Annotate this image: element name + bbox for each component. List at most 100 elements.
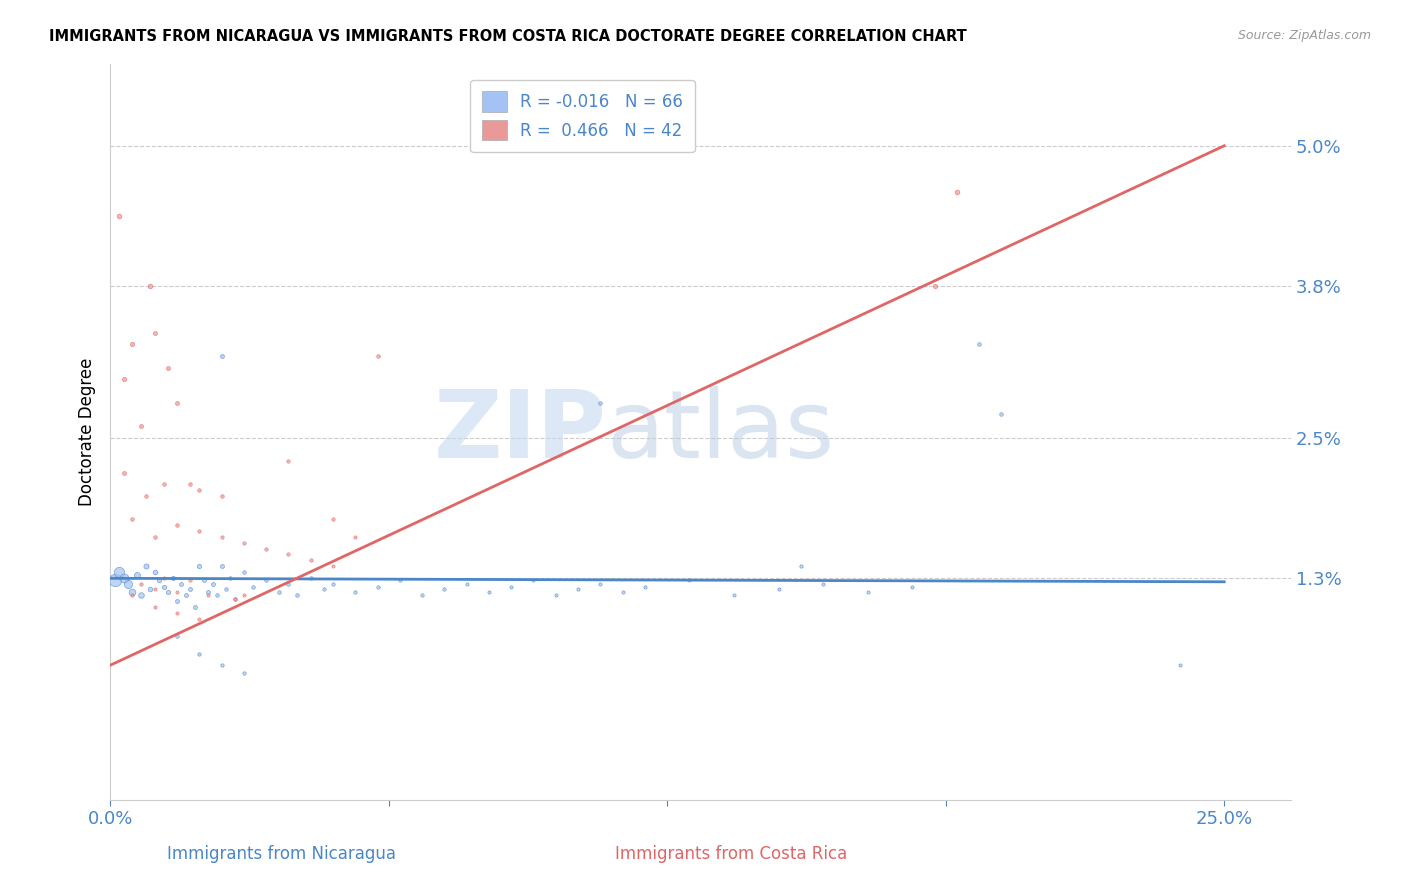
Point xyxy=(219,571,242,585)
Point xyxy=(125,568,148,582)
Point xyxy=(112,571,135,585)
Point xyxy=(589,576,612,591)
Point xyxy=(139,582,162,597)
Point xyxy=(157,360,180,375)
Point xyxy=(104,573,127,587)
Point xyxy=(990,407,1012,421)
Point xyxy=(367,349,389,363)
Point xyxy=(193,573,215,587)
Point xyxy=(768,582,790,597)
Point xyxy=(312,582,335,597)
Point xyxy=(121,512,143,526)
Point xyxy=(232,666,254,681)
Point xyxy=(322,512,344,526)
Point xyxy=(322,576,344,591)
Point xyxy=(117,576,139,591)
Point xyxy=(157,584,180,599)
Point xyxy=(108,565,131,579)
Point xyxy=(166,518,188,533)
Point xyxy=(456,576,478,591)
Point xyxy=(567,582,589,597)
Point xyxy=(143,565,166,579)
Point xyxy=(967,337,990,351)
Point xyxy=(299,553,322,567)
Point xyxy=(152,477,174,491)
Point xyxy=(790,559,813,574)
Text: Immigrants from Costa Rica: Immigrants from Costa Rica xyxy=(614,846,848,863)
Point xyxy=(232,588,254,602)
Point xyxy=(211,658,233,673)
Point xyxy=(112,372,135,386)
Point xyxy=(544,588,567,602)
Text: Immigrants from Nicaragua: Immigrants from Nicaragua xyxy=(167,846,395,863)
Text: atlas: atlas xyxy=(606,386,834,478)
Y-axis label: Doctorate Degree: Doctorate Degree xyxy=(79,358,96,506)
Point xyxy=(211,530,233,544)
Point xyxy=(269,584,291,599)
Point xyxy=(285,588,308,602)
Point xyxy=(166,606,188,620)
Point xyxy=(135,559,157,574)
Point xyxy=(188,647,211,661)
Point xyxy=(478,584,501,599)
Point xyxy=(411,588,433,602)
Point xyxy=(121,588,143,602)
Point xyxy=(277,547,299,561)
Point xyxy=(215,582,238,597)
Point xyxy=(170,576,193,591)
Point xyxy=(112,466,135,480)
Point xyxy=(166,584,188,599)
Point xyxy=(501,580,523,594)
Point xyxy=(174,588,197,602)
Point xyxy=(188,524,211,538)
Point xyxy=(131,588,153,602)
Point xyxy=(224,591,246,606)
Point xyxy=(322,559,344,574)
Point xyxy=(179,477,201,491)
Point xyxy=(166,594,188,608)
Legend: R = -0.016   N = 66, R =  0.466   N = 42: R = -0.016 N = 66, R = 0.466 N = 42 xyxy=(470,79,695,152)
Point xyxy=(344,584,367,599)
Text: ZIP: ZIP xyxy=(433,386,606,478)
Point xyxy=(121,584,143,599)
Point xyxy=(242,580,264,594)
Point xyxy=(205,588,228,602)
Point xyxy=(184,599,207,614)
Point xyxy=(143,530,166,544)
Point xyxy=(139,278,162,293)
Point xyxy=(224,591,246,606)
Point xyxy=(188,611,211,625)
Point xyxy=(143,599,166,614)
Point xyxy=(522,573,544,587)
Point xyxy=(299,571,322,585)
Point xyxy=(143,582,166,597)
Point xyxy=(254,541,277,556)
Point xyxy=(254,573,277,587)
Point xyxy=(148,573,170,587)
Point xyxy=(166,629,188,643)
Point xyxy=(634,580,657,594)
Point xyxy=(152,580,174,594)
Point xyxy=(612,584,634,599)
Point xyxy=(179,573,201,587)
Point xyxy=(197,584,219,599)
Point xyxy=(589,395,612,409)
Point xyxy=(211,559,233,574)
Point xyxy=(135,489,157,503)
Point xyxy=(197,588,219,602)
Point xyxy=(188,483,211,498)
Point xyxy=(121,337,143,351)
Point xyxy=(277,576,299,591)
Point xyxy=(1168,658,1191,673)
Point xyxy=(179,582,201,597)
Point xyxy=(811,576,834,591)
Point xyxy=(946,186,969,200)
Point xyxy=(367,580,389,594)
Text: IMMIGRANTS FROM NICARAGUA VS IMMIGRANTS FROM COSTA RICA DOCTORATE DEGREE CORRELA: IMMIGRANTS FROM NICARAGUA VS IMMIGRANTS … xyxy=(49,29,967,44)
Point xyxy=(131,419,153,434)
Point xyxy=(131,576,153,591)
Point xyxy=(344,530,367,544)
Text: Source: ZipAtlas.com: Source: ZipAtlas.com xyxy=(1237,29,1371,42)
Point xyxy=(388,573,411,587)
Point xyxy=(211,349,233,363)
